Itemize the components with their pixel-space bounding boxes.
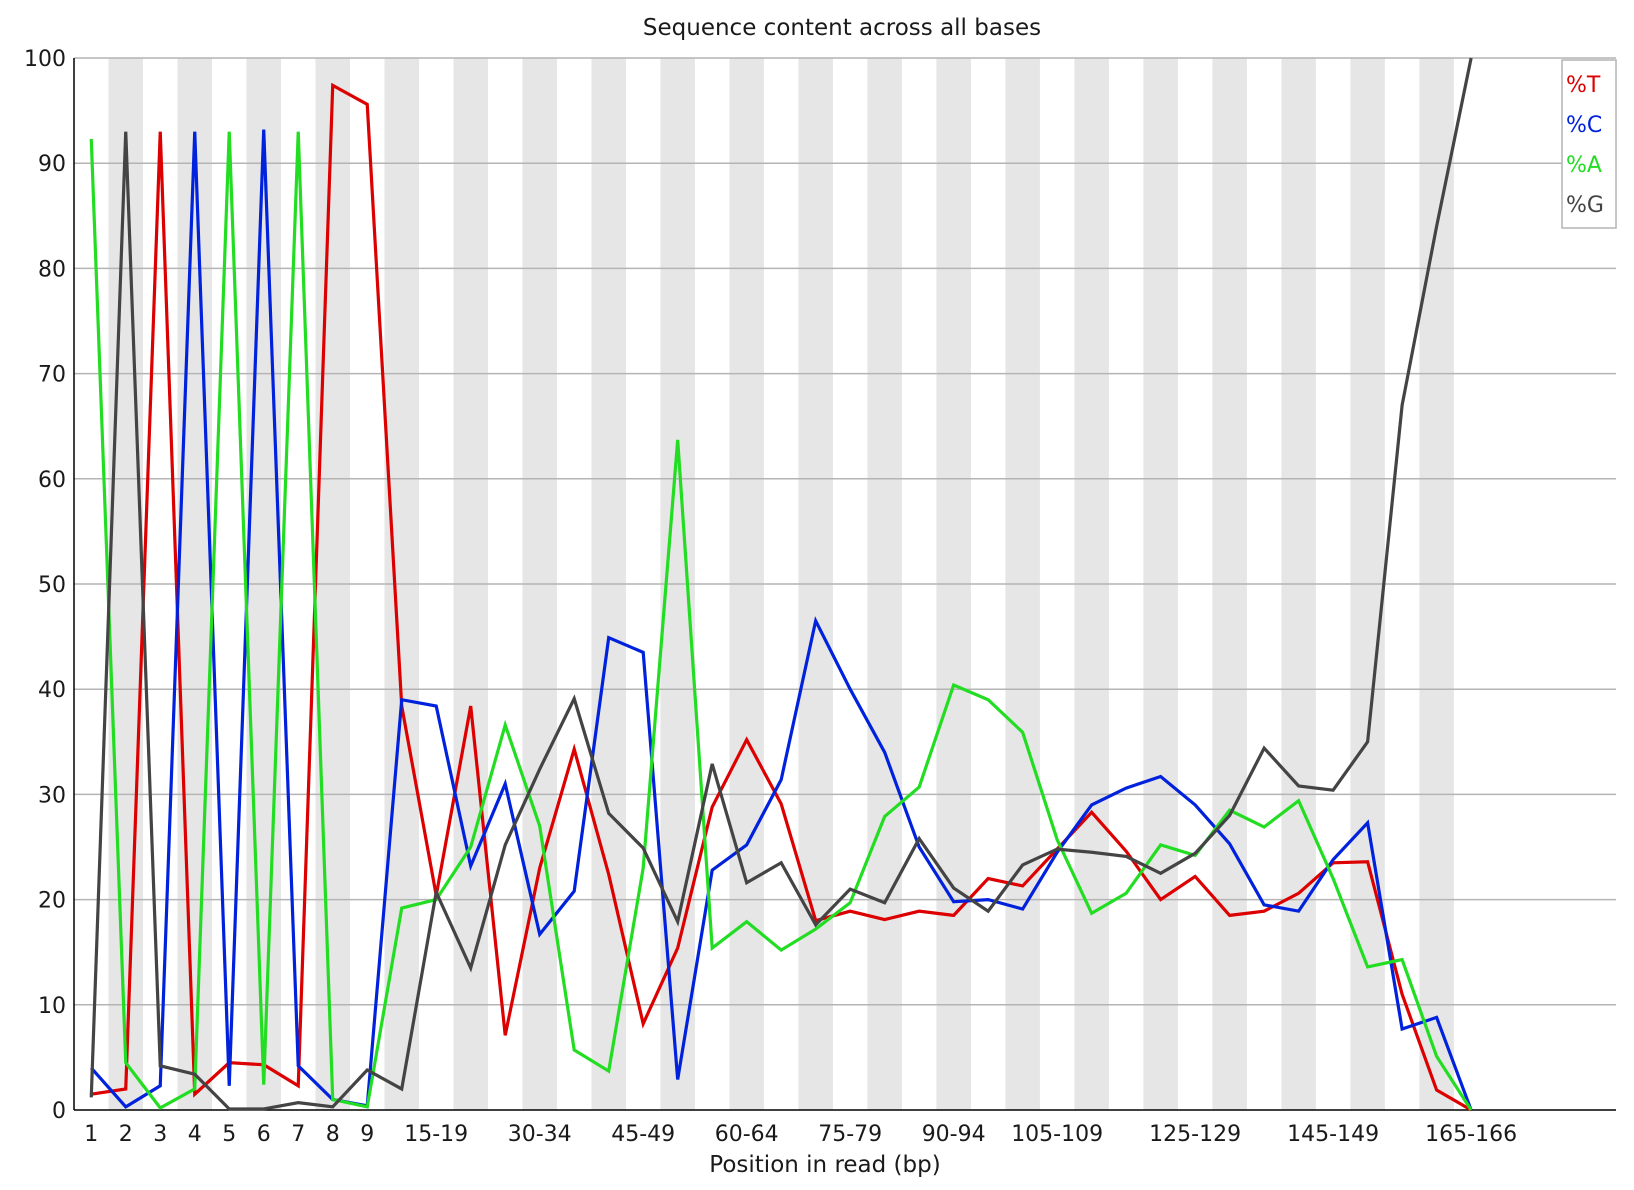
x-tick-label: 3 (153, 1122, 167, 1147)
legend-entry-c: %C (1566, 113, 1602, 138)
legend-entry-t: %T (1566, 73, 1601, 98)
x-tick-label: 45-49 (611, 1122, 675, 1147)
series-lines (89, 57, 1473, 1112)
x-tick-label: 60-64 (715, 1122, 779, 1147)
x-tick-label: 165-166 (1425, 1122, 1517, 1147)
legend-box (1561, 59, 1617, 229)
y-tick-label: 0 (52, 1099, 66, 1124)
y-tick-label: 10 (38, 994, 66, 1019)
axes (73, 58, 1616, 1111)
y-tick-label: 60 (38, 468, 66, 493)
series-line-t (91, 82, 1472, 1112)
x-tick-label: 90-94 (922, 1122, 986, 1147)
x-tick-label: 125-129 (1149, 1122, 1241, 1147)
x-tick-label: 6 (257, 1122, 271, 1147)
y-tick-label: 80 (38, 257, 66, 282)
legend-entry-g: %G (1566, 193, 1604, 218)
y-tick-label: 100 (24, 47, 66, 72)
legend: %T %C %A %G (1561, 59, 1617, 229)
x-tick-label: 15-19 (404, 1122, 468, 1147)
x-tick-label: 5 (222, 1122, 236, 1147)
x-tick-label: 8 (326, 1122, 340, 1147)
x-tick-label: 1 (84, 1122, 98, 1147)
x-tick-label: 105-109 (1011, 1122, 1103, 1147)
y-tick-labels: 0 10 20 30 40 50 60 70 80 90 100 (24, 47, 66, 1124)
y-tick-label: 90 (38, 152, 66, 177)
x-tick-label: 30-34 (508, 1122, 572, 1147)
y-tick-label: 40 (38, 678, 66, 703)
y-tick-label: 50 (38, 573, 66, 598)
series-line-g (89, 57, 1473, 1111)
series-line-c (90, 129, 1473, 1111)
x-tick-label: 145-149 (1287, 1122, 1379, 1147)
x-tick-label: 4 (188, 1122, 202, 1147)
y-tick-label: 20 (38, 889, 66, 914)
x-tick-label: 7 (291, 1122, 305, 1147)
legend-entry-a: %A (1566, 153, 1602, 178)
x-tick-label: 9 (360, 1122, 374, 1147)
x-tick-label: 2 (119, 1122, 133, 1147)
series-line-a (89, 131, 1473, 1111)
x-tick-labels: 1 2 3 4 5 6 7 8 9 15-19 30-34 45-49 60-64 75-79 90-94 1… (84, 1122, 1517, 1147)
y-tick-label: 70 (38, 363, 66, 388)
y-tick-label: 30 (38, 783, 66, 808)
chart-title: Sequence content across all bases (643, 15, 1041, 41)
x-tick-label: 75-79 (818, 1122, 882, 1147)
x-axis-label: Position in read (bp) (709, 1152, 940, 1178)
